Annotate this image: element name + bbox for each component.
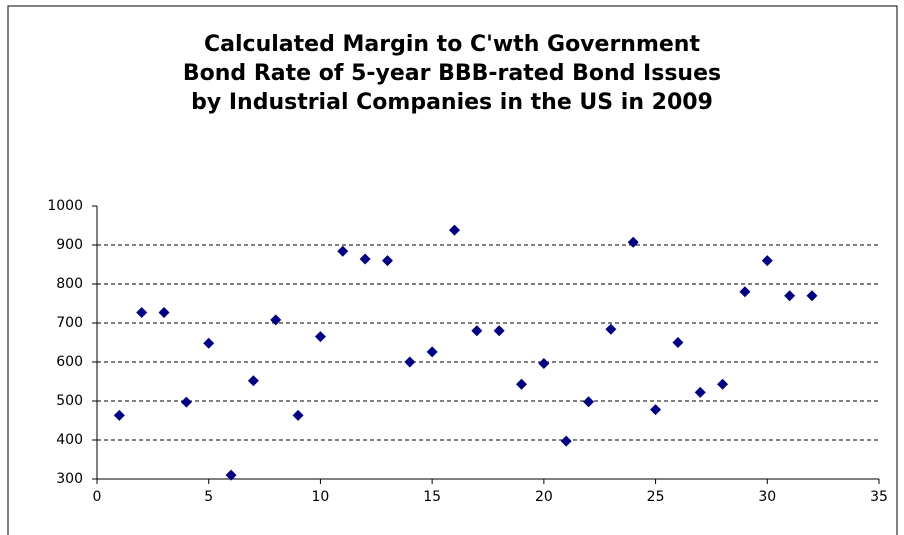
data-point: [270, 314, 282, 326]
data-point: [627, 236, 639, 248]
chart-title: Bond Rate of 5-year BBB-rated Bond Issue…: [183, 61, 721, 86]
chart-title: by Industrial Companies in the US in 200…: [191, 90, 713, 115]
data-point: [471, 325, 483, 337]
y-tick-label: 500: [56, 393, 83, 409]
y-tick-label: 800: [56, 276, 83, 292]
chart-border: [7, 5, 898, 535]
x-tick-label: 25: [647, 489, 665, 505]
x-tick-label: 35: [870, 489, 888, 505]
data-point: [672, 337, 684, 348]
data-point: [650, 404, 662, 416]
data-point: [426, 346, 438, 358]
y-tick-label: 600: [56, 354, 83, 370]
y-tick-label: 900: [56, 237, 83, 253]
y-tick-label: 1000: [47, 198, 83, 214]
data-point: [739, 286, 751, 298]
chart-title: Calculated Margin to C'wth Government: [204, 32, 700, 57]
data-point: [583, 396, 595, 408]
x-tick-label: 15: [423, 489, 441, 505]
data-point: [560, 435, 572, 447]
data-point: [516, 378, 528, 390]
data-point: [158, 306, 170, 318]
data-point: [136, 306, 148, 318]
data-point: [314, 331, 326, 343]
data-point: [113, 409, 125, 421]
data-point: [337, 245, 349, 257]
data-point: [225, 469, 237, 481]
data-point: [717, 378, 729, 390]
data-point: [203, 337, 215, 349]
data-point: [381, 255, 393, 267]
y-tick-label: 400: [56, 432, 83, 448]
data-point: [292, 409, 304, 421]
data-point: [694, 386, 706, 398]
x-tick-label: 30: [758, 489, 776, 505]
data-point: [761, 255, 773, 267]
data-point: [359, 253, 371, 265]
data-point: [493, 325, 505, 337]
x-tick-label: 10: [312, 489, 330, 505]
x-tick-label: 20: [535, 489, 553, 505]
data-point: [404, 356, 416, 368]
data-point: [605, 323, 617, 335]
y-tick-label: 300: [56, 471, 83, 487]
y-tick-label: 700: [56, 315, 83, 331]
data-point: [806, 290, 818, 302]
data-point: [247, 375, 259, 387]
data-point: [180, 396, 192, 408]
data-point: [448, 224, 460, 236]
data-point: [784, 290, 796, 302]
x-tick-label: 5: [204, 489, 213, 505]
data-point: [538, 358, 550, 370]
x-tick-label: 0: [93, 489, 102, 505]
